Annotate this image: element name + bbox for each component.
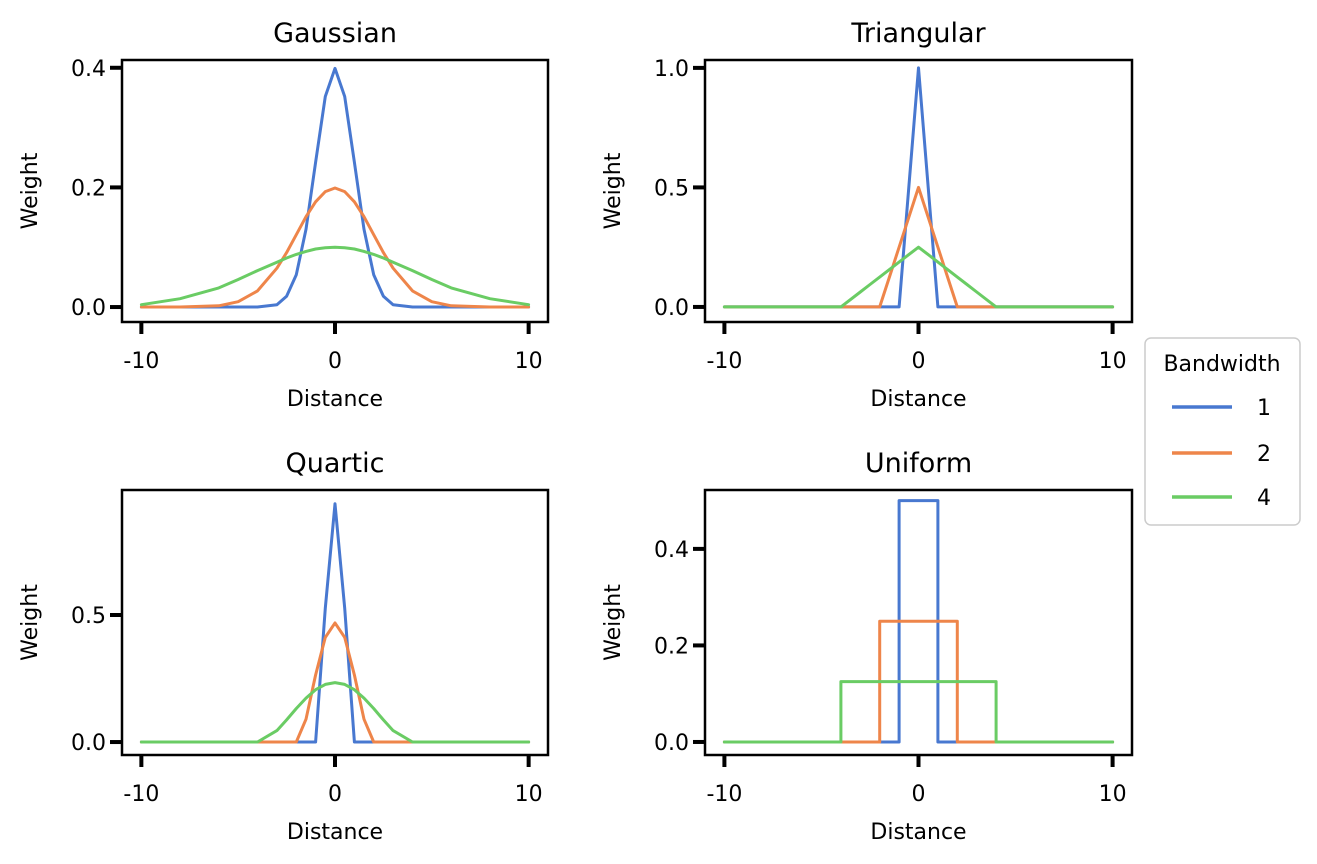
y-axis-label: Weight	[18, 584, 43, 661]
x-axis-label: Distance	[287, 387, 383, 412]
y-tick-label: 0.0	[71, 731, 106, 756]
x-tick-label: 10	[1099, 782, 1127, 807]
y-tick-label: 0.2	[654, 634, 689, 659]
series-line-bandwidth-4	[139, 681, 531, 744]
series-line-bandwidth-2	[722, 619, 1115, 744]
y-tick-label: 0.2	[71, 176, 106, 201]
legend-label-4: 4	[1257, 486, 1271, 511]
y-axis-label: Weight	[601, 584, 626, 661]
series-line-bandwidth-4	[722, 245, 1115, 309]
y-tick-label: 0.4	[654, 538, 689, 563]
y-axis-label: Weight	[601, 152, 626, 229]
x-tick-label: 0	[328, 349, 342, 374]
series-line-bandwidth-4	[139, 245, 531, 307]
axes-frame	[120, 58, 550, 324]
x-tick-label: 0	[912, 782, 926, 807]
x-tick-label: -10	[706, 349, 742, 374]
subplot-title: Triangular	[850, 18, 986, 49]
subplot-triangular: -10 0 10 0.0 0.5 1.0 Triangular Distance Weight	[601, 18, 1134, 412]
legend: Bandwidth 1 2 4	[1144, 337, 1301, 526]
x-tick-label: 10	[515, 349, 543, 374]
x-tick-label: -10	[123, 782, 159, 807]
x-axis-label: Distance	[870, 820, 966, 845]
legend-box	[1144, 337, 1301, 526]
x-axis-label: Distance	[287, 820, 383, 845]
subplot-title: Uniform	[865, 448, 972, 479]
legend-label-1: 1	[1257, 396, 1271, 421]
subplot-gaussian: -10 0 10 0.0 0.2 0.4 Gaussian Distance Weight	[18, 18, 550, 412]
subplot-uniform: -10 0 10 0.0 0.2 0.4 Uniform Distance Weight	[601, 448, 1134, 845]
x-tick-label: -10	[123, 349, 159, 374]
subplot-quartic: -10 0 10 0.0 0.5 Quartic Distance Weight	[18, 448, 550, 845]
x-tick-label: 0	[912, 349, 926, 374]
y-tick-label: 0.0	[71, 296, 106, 321]
y-tick-label: 0.5	[71, 604, 106, 629]
y-tick-label: 0.5	[654, 176, 689, 201]
subplot-title: Quartic	[286, 448, 385, 479]
y-tick-label: 0.0	[654, 296, 689, 321]
legend-title: Bandwidth	[1163, 352, 1280, 377]
y-tick-label: 0.0	[654, 731, 689, 756]
series-line-bandwidth-1	[139, 66, 531, 309]
subplot-title: Gaussian	[273, 18, 397, 49]
x-axis-label: Distance	[870, 387, 966, 412]
series-line-bandwidth-4	[722, 680, 1115, 744]
x-tick-label: 10	[1099, 349, 1127, 374]
x-tick-label: 0	[328, 782, 342, 807]
y-axis-label: Weight	[18, 152, 43, 229]
y-tick-label: 1.0	[654, 57, 689, 82]
x-tick-label: -10	[706, 782, 742, 807]
series-line-bandwidth-2	[139, 186, 531, 309]
y-tick-label: 0.4	[71, 57, 106, 82]
x-tick-label: 10	[515, 782, 543, 807]
legend-label-2: 2	[1257, 442, 1271, 467]
